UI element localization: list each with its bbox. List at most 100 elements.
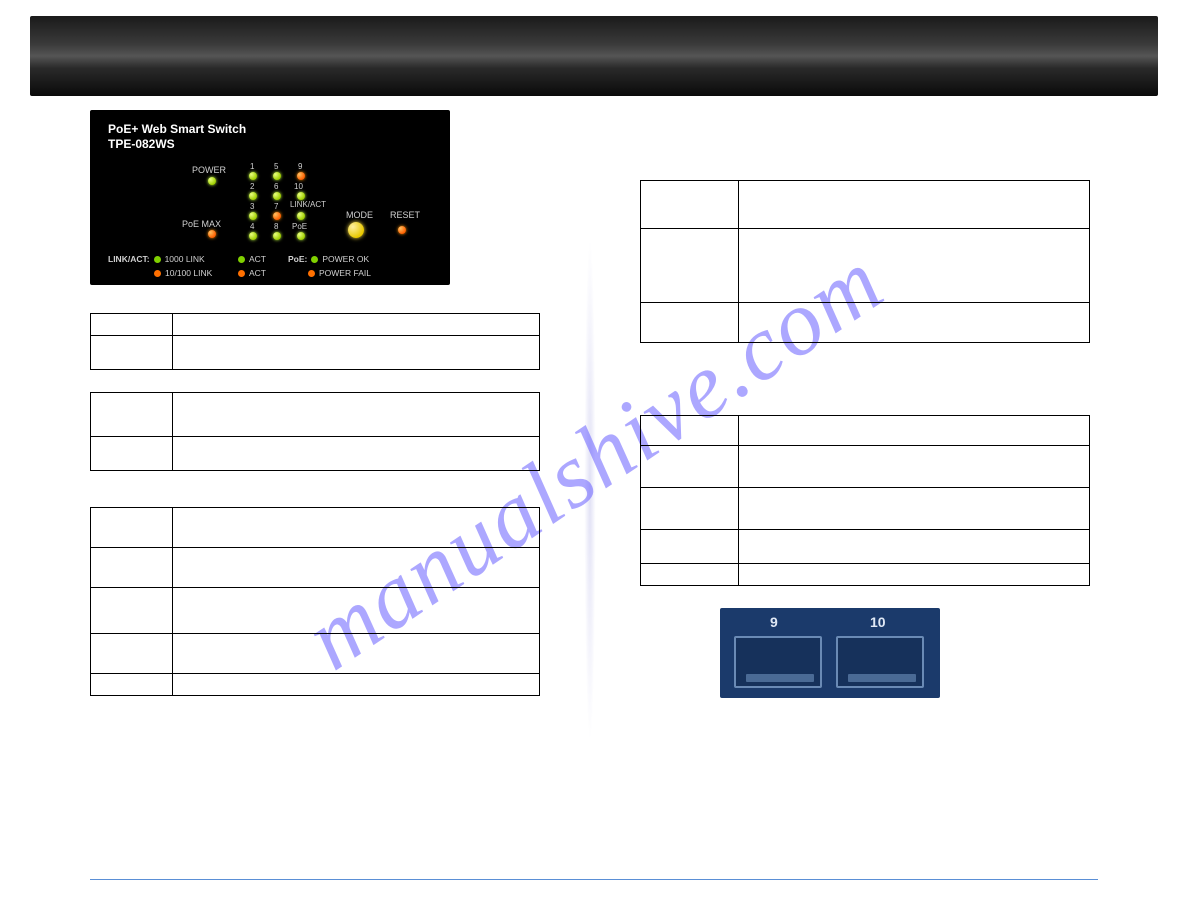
cell-val bbox=[173, 336, 540, 370]
mode-label: MODE bbox=[346, 210, 373, 220]
spec-table-4 bbox=[640, 180, 1090, 343]
port-num: 9 bbox=[298, 162, 302, 171]
cell-val bbox=[739, 303, 1090, 343]
sfp-port-9 bbox=[734, 636, 822, 688]
cell-key bbox=[641, 181, 739, 229]
port-num: 1 bbox=[250, 162, 254, 171]
sfp-port-number: 10 bbox=[870, 614, 886, 630]
table-row bbox=[641, 564, 1090, 586]
legend-act1: ACT bbox=[238, 254, 266, 264]
port-led bbox=[249, 192, 257, 200]
sfp-port-number: 9 bbox=[770, 614, 778, 630]
cell-key bbox=[641, 416, 739, 446]
cell-val bbox=[739, 488, 1090, 530]
legend-label: PoE: bbox=[288, 254, 307, 264]
cell-key bbox=[641, 488, 739, 530]
switch-model: TPE-082WS bbox=[108, 137, 175, 151]
cell-key bbox=[91, 674, 173, 696]
cell-val bbox=[739, 229, 1090, 303]
table-row bbox=[91, 508, 540, 548]
table-row bbox=[91, 548, 540, 588]
table-row bbox=[91, 336, 540, 370]
cell-key bbox=[641, 229, 739, 303]
footer-rule bbox=[90, 879, 1098, 880]
port-led bbox=[249, 212, 257, 220]
spec-table-3 bbox=[90, 507, 540, 696]
spec-table-5 bbox=[640, 415, 1090, 586]
sfp-ports-graphic: 9 10 bbox=[720, 608, 940, 698]
cell-val bbox=[173, 437, 540, 471]
reset-led bbox=[398, 226, 406, 234]
cell-val bbox=[173, 588, 540, 634]
port-led bbox=[273, 192, 281, 200]
legend-text: 1000 LINK bbox=[165, 254, 205, 264]
cell-val bbox=[739, 446, 1090, 488]
legend-linkact: LINK/ACT: 1000 LINK bbox=[108, 254, 205, 264]
port-num: 8 bbox=[274, 222, 278, 231]
dot-icon bbox=[308, 270, 315, 277]
dot-icon bbox=[154, 256, 161, 263]
cell-key bbox=[91, 588, 173, 634]
sfp-flap bbox=[746, 674, 814, 682]
table-row bbox=[641, 530, 1090, 564]
right-column: 9 10 bbox=[610, 110, 1100, 718]
legend-poe: PoE: POWER OK bbox=[288, 254, 369, 264]
table-row bbox=[91, 674, 540, 696]
legend-label: LINK/ACT: bbox=[108, 254, 150, 264]
legend-text: 10/100 LINK bbox=[165, 268, 212, 278]
table-row bbox=[91, 588, 540, 634]
table-row bbox=[641, 446, 1090, 488]
port-led bbox=[297, 232, 305, 240]
port-num: 5 bbox=[274, 162, 278, 171]
port-led bbox=[297, 192, 305, 200]
cell-val bbox=[173, 393, 540, 437]
sfp-port-10 bbox=[836, 636, 924, 688]
table-row bbox=[641, 229, 1090, 303]
poemax-led bbox=[208, 230, 216, 238]
cell-val bbox=[173, 634, 540, 674]
dot-icon bbox=[238, 270, 245, 277]
port-num: 4 bbox=[250, 222, 254, 231]
cell-key bbox=[91, 393, 173, 437]
port-num: 6 bbox=[274, 182, 278, 191]
legend-text: ACT bbox=[249, 254, 266, 264]
cell-val bbox=[173, 508, 540, 548]
linkact-small-label: LINK/ACT bbox=[290, 200, 326, 209]
port-num: 7 bbox=[274, 202, 278, 211]
port-led bbox=[273, 212, 281, 220]
reset-label: RESET bbox=[390, 210, 420, 220]
cell-key bbox=[91, 508, 173, 548]
poemax-label: PoE MAX bbox=[182, 219, 221, 229]
top-banner bbox=[30, 16, 1158, 96]
port-led bbox=[249, 232, 257, 240]
spec-table-1 bbox=[90, 313, 540, 370]
cell-key bbox=[91, 336, 173, 370]
content-area: PoE+ Web Smart Switch TPE-082WS POWER Po… bbox=[90, 110, 1100, 718]
poe-small-label: PoE bbox=[292, 222, 307, 231]
port-led bbox=[297, 172, 305, 180]
cell-key bbox=[91, 437, 173, 471]
legend-act2: ACT bbox=[238, 268, 266, 278]
cell-val bbox=[739, 564, 1090, 586]
sfp-flap bbox=[848, 674, 916, 682]
spec-table-2 bbox=[90, 392, 540, 471]
port-led bbox=[273, 172, 281, 180]
table-row bbox=[91, 634, 540, 674]
cell-key bbox=[91, 314, 173, 336]
dot-icon bbox=[311, 256, 318, 263]
cell-val bbox=[173, 314, 540, 336]
cell-val bbox=[173, 674, 540, 696]
table-row bbox=[641, 488, 1090, 530]
cell-val bbox=[739, 416, 1090, 446]
legend-text: POWER OK bbox=[322, 254, 369, 264]
cell-key bbox=[641, 564, 739, 586]
switch-title: PoE+ Web Smart Switch bbox=[108, 122, 246, 136]
legend-powerfail: POWER FAIL bbox=[308, 268, 371, 278]
switch-front-panel-graphic: PoE+ Web Smart Switch TPE-082WS POWER Po… bbox=[90, 110, 450, 285]
table-row bbox=[91, 393, 540, 437]
table-row bbox=[91, 437, 540, 471]
left-column: PoE+ Web Smart Switch TPE-082WS POWER Po… bbox=[90, 110, 580, 718]
port-num: 10 bbox=[294, 182, 303, 191]
table-row bbox=[641, 181, 1090, 229]
legend-text: ACT bbox=[249, 268, 266, 278]
